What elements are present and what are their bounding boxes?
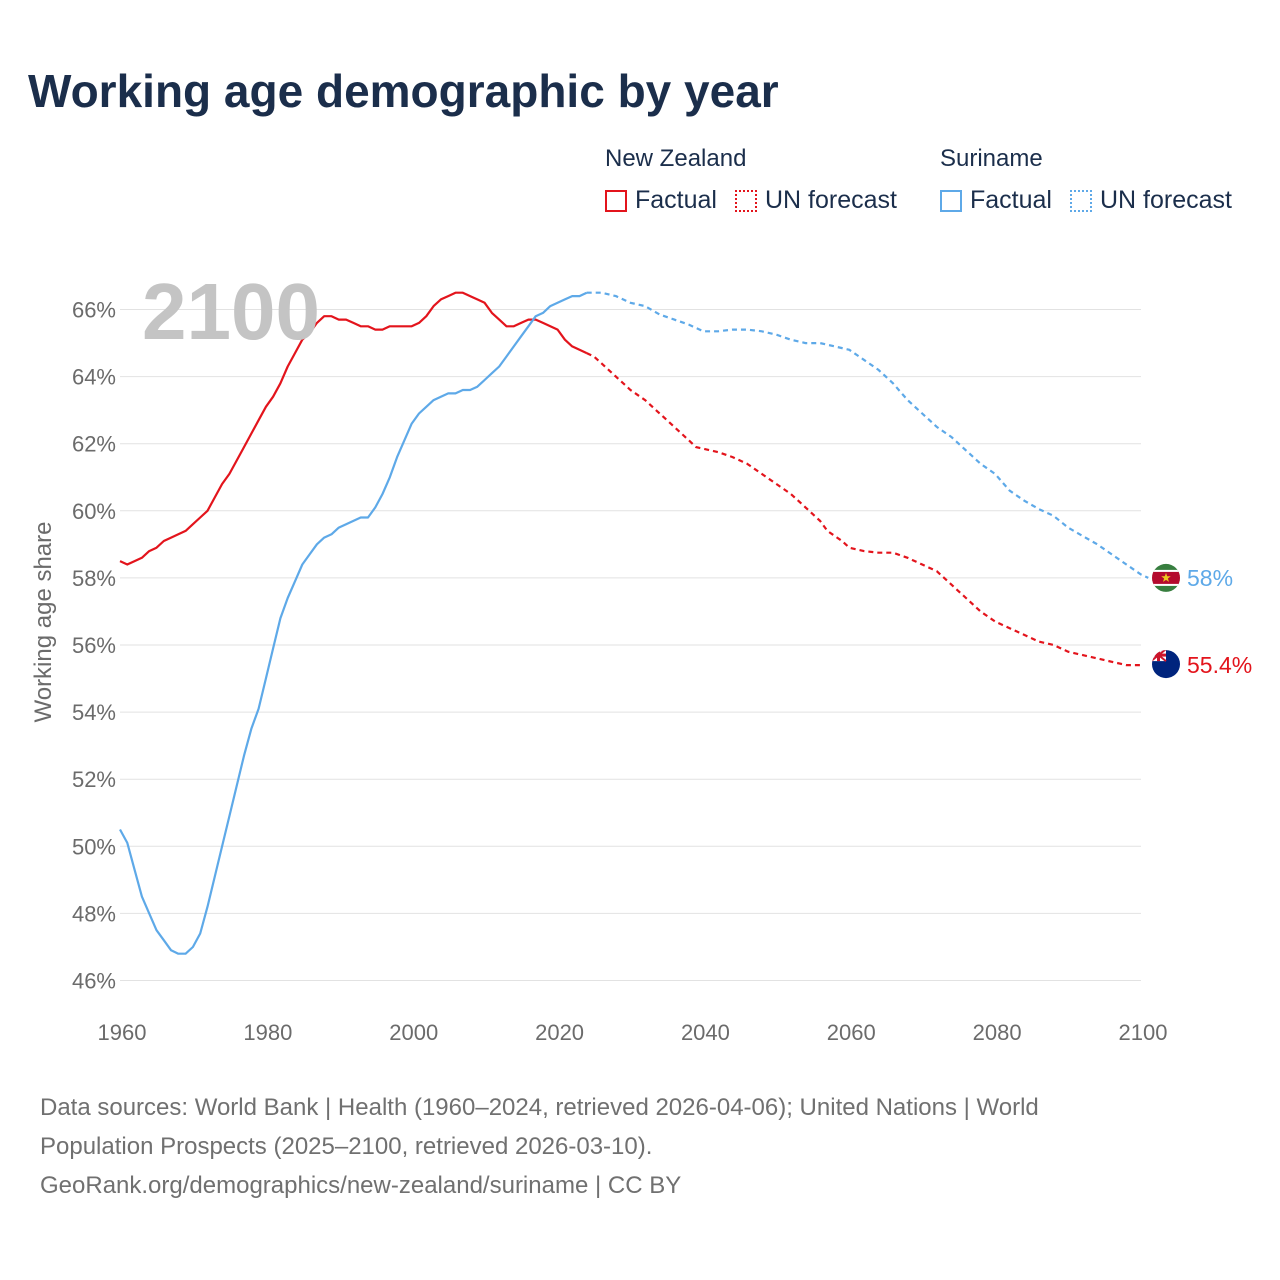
y-tick-label: 66%: [72, 298, 116, 323]
legend-item-nz-factual[interactable]: Factual: [605, 186, 717, 215]
y-tick-label: 58%: [72, 566, 116, 591]
new-zealand-end-label: 55.4%: [1187, 652, 1252, 678]
suriname-flag-icon: [1152, 563, 1180, 592]
y-tick-label: 54%: [72, 700, 116, 725]
y-tick-label: 46%: [72, 969, 116, 994]
gridlines: [120, 309, 1141, 981]
y-tick-label: 64%: [72, 365, 116, 390]
legend-swatch-solid-red-icon: [605, 189, 627, 212]
x-tick-label: 2080: [973, 1020, 1022, 1045]
legend-suriname: Suriname Factual UN forecast: [940, 144, 1250, 215]
legend-group-name: Suriname: [940, 145, 1043, 172]
chart-title: Working age demographic by year: [28, 65, 779, 117]
x-tick-label: 2040: [681, 1020, 730, 1045]
legend-label: UN forecast: [764, 186, 897, 214]
legend-item-nz-forecast[interactable]: UN forecast: [734, 186, 897, 215]
y-tick-label: 50%: [72, 834, 116, 859]
y-tick-label: 52%: [72, 767, 116, 792]
legend-new-zealand: New Zealand Factual UN forecast: [605, 144, 915, 215]
y-tick-label: 48%: [72, 901, 116, 926]
legend-item-sr-factual[interactable]: Factual: [940, 186, 1052, 215]
x-tick-label: 1980: [243, 1020, 292, 1045]
y-tick-label: 60%: [72, 499, 116, 524]
x-tick-label: 2100: [1119, 1020, 1168, 1045]
footer-line: Data sources: World Bank | Health (1960–…: [40, 1094, 1039, 1121]
year-watermark: 2100: [142, 267, 320, 356]
new-zealand-forecast-line: [586, 352, 1141, 667]
x-tick-label: 1960: [98, 1020, 147, 1045]
suriname-end-label: 58%: [1187, 565, 1233, 591]
suriname-factual-line: [119, 291, 588, 955]
end-labels: 55.4% 58%: [1187, 565, 1252, 678]
series-lines: [119, 291, 1149, 955]
x-tick-label: 2020: [535, 1020, 584, 1045]
legend-label: Factual: [635, 186, 717, 214]
y-tick-label: 56%: [72, 633, 116, 658]
new-zealand-factual-line: [119, 291, 588, 566]
legend-swatch-dotted-blue-icon: [1069, 189, 1092, 212]
legend-group-name: New Zealand: [605, 145, 747, 172]
footer-sources: Data sources: World Bank | Health (1960–…: [40, 1088, 1240, 1205]
x-tick-label: 2060: [827, 1020, 876, 1045]
line-chart: 46%48%50%52%54%56%58%60%62%64%66% 1960 19…: [72, 291, 1252, 1045]
x-axis-ticks: 1960 1980 2000 2020 2040 2060 2080 2100: [98, 1020, 1168, 1045]
y-axis-ticks: 46% 48% 50% 52% 54% 56% 58% 60% 62% 64% 66%: [72, 298, 116, 994]
footer-line: GeoRank.org/demographics/new-zealand/sur…: [40, 1172, 682, 1199]
legend-label: UN forecast: [1099, 186, 1232, 214]
footer-line: Population Prospects (2025–2100, retriev…: [40, 1133, 653, 1160]
legend-label: Factual: [970, 186, 1052, 214]
suriname-forecast-line: [586, 291, 1149, 579]
new-zealand-flag-icon: [1152, 650, 1180, 679]
y-tick-label: 62%: [72, 432, 116, 457]
x-tick-label: 2000: [389, 1020, 438, 1045]
end-markers: [1152, 563, 1180, 679]
legend-swatch-dotted-red-icon: [734, 189, 757, 212]
legend-swatch-solid-blue-icon: [940, 189, 962, 212]
legend-item-sr-forecast[interactable]: UN forecast: [1069, 186, 1232, 215]
